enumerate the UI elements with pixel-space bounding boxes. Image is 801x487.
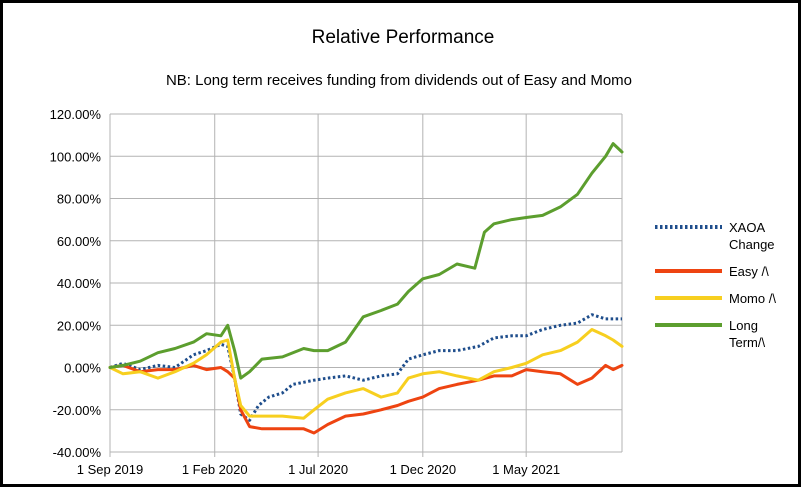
y-tick-label: 120.00% <box>50 107 102 122</box>
gridlines <box>109 113 623 453</box>
legend: XAOA Change Easy /\ Momo /\ Long Term/\ <box>655 220 776 350</box>
axes: -40.00% -20.00% 0.00% 20.00% 40.00% 60.00% 80.… <box>50 107 622 477</box>
x-tick-label: 1 Dec 2020 <box>390 462 457 477</box>
x-tick-label: 1 Feb 2020 <box>182 462 248 477</box>
y-tick-label: 40.00% <box>57 276 102 291</box>
chart-subtitle: NB: Long term receives funding from divi… <box>166 72 632 89</box>
chart-title: Relative Performance <box>312 27 495 48</box>
line-chart: Relative Performance NB: Long term recei… <box>50 27 777 477</box>
y-tick-label: 60.00% <box>57 234 102 249</box>
y-tick-label: -40.00% <box>53 445 102 460</box>
series-line-2 <box>108 328 624 420</box>
x-tick-label: 1 Sep 2019 <box>77 462 144 477</box>
legend-label-0: Change <box>729 237 775 252</box>
legend-label-1: Easy /\ <box>729 264 769 279</box>
legend-label-3: Term/\ <box>729 335 766 350</box>
y-tick-label: -20.00% <box>53 403 102 418</box>
legend-label-3: Long <box>729 318 758 333</box>
legend-label-0: XAOA <box>729 220 765 235</box>
series-line-3 <box>108 142 624 380</box>
y-tick-label: 20.00% <box>57 318 102 333</box>
x-tick-label: 1 May 2021 <box>492 462 560 477</box>
series-line-0 <box>109 313 622 422</box>
series-lines <box>108 142 624 435</box>
y-tick-label: 0.00% <box>64 361 101 376</box>
legend-label-2: Momo /\ <box>729 291 776 306</box>
y-tick-label: 80.00% <box>57 192 102 207</box>
y-tick-label: 100.00% <box>50 149 102 164</box>
x-tick-label: 1 Jul 2020 <box>288 462 348 477</box>
series-line-1 <box>108 363 624 435</box>
